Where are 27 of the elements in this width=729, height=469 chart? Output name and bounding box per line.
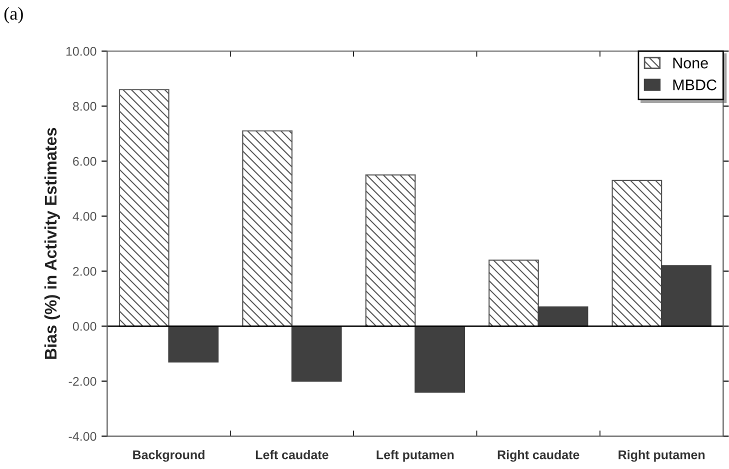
- bar: [291, 326, 342, 382]
- x-tick-label: Left caudate: [256, 450, 328, 460]
- y-axis-title: Bias (%) in Activity Estimates: [44, 128, 60, 359]
- bar: [414, 326, 465, 393]
- bar: [168, 326, 219, 362]
- bar: [365, 174, 416, 327]
- y-tick-label: 8.00: [72, 102, 96, 111]
- y-tick-label: -2.00: [68, 376, 96, 386]
- y-tick-label: 4.00: [72, 212, 96, 221]
- bar: [661, 265, 712, 327]
- y-tick-label: 2.00: [73, 266, 96, 276]
- legend-label: MBDC: [673, 80, 716, 90]
- legend-label: None: [673, 58, 708, 68]
- bar: [612, 180, 662, 327]
- y-tick-label: -4.00: [68, 432, 96, 441]
- bar: [118, 89, 170, 327]
- x-tick-label: Background: [133, 450, 204, 462]
- x-tick-label: Right caudate: [498, 450, 580, 462]
- text: (a): [4, 7, 23, 24]
- x-tick-label: Right putamen: [618, 450, 705, 462]
- bar: [488, 260, 539, 327]
- bar: [242, 130, 293, 327]
- y-tick-label: 6.00: [73, 156, 96, 166]
- x-tick-label: Left putamen: [376, 450, 454, 462]
- bar: [538, 306, 588, 327]
- y-tick-label: 10.00: [66, 46, 96, 56]
- y-tick-label: 0.00: [72, 322, 96, 331]
